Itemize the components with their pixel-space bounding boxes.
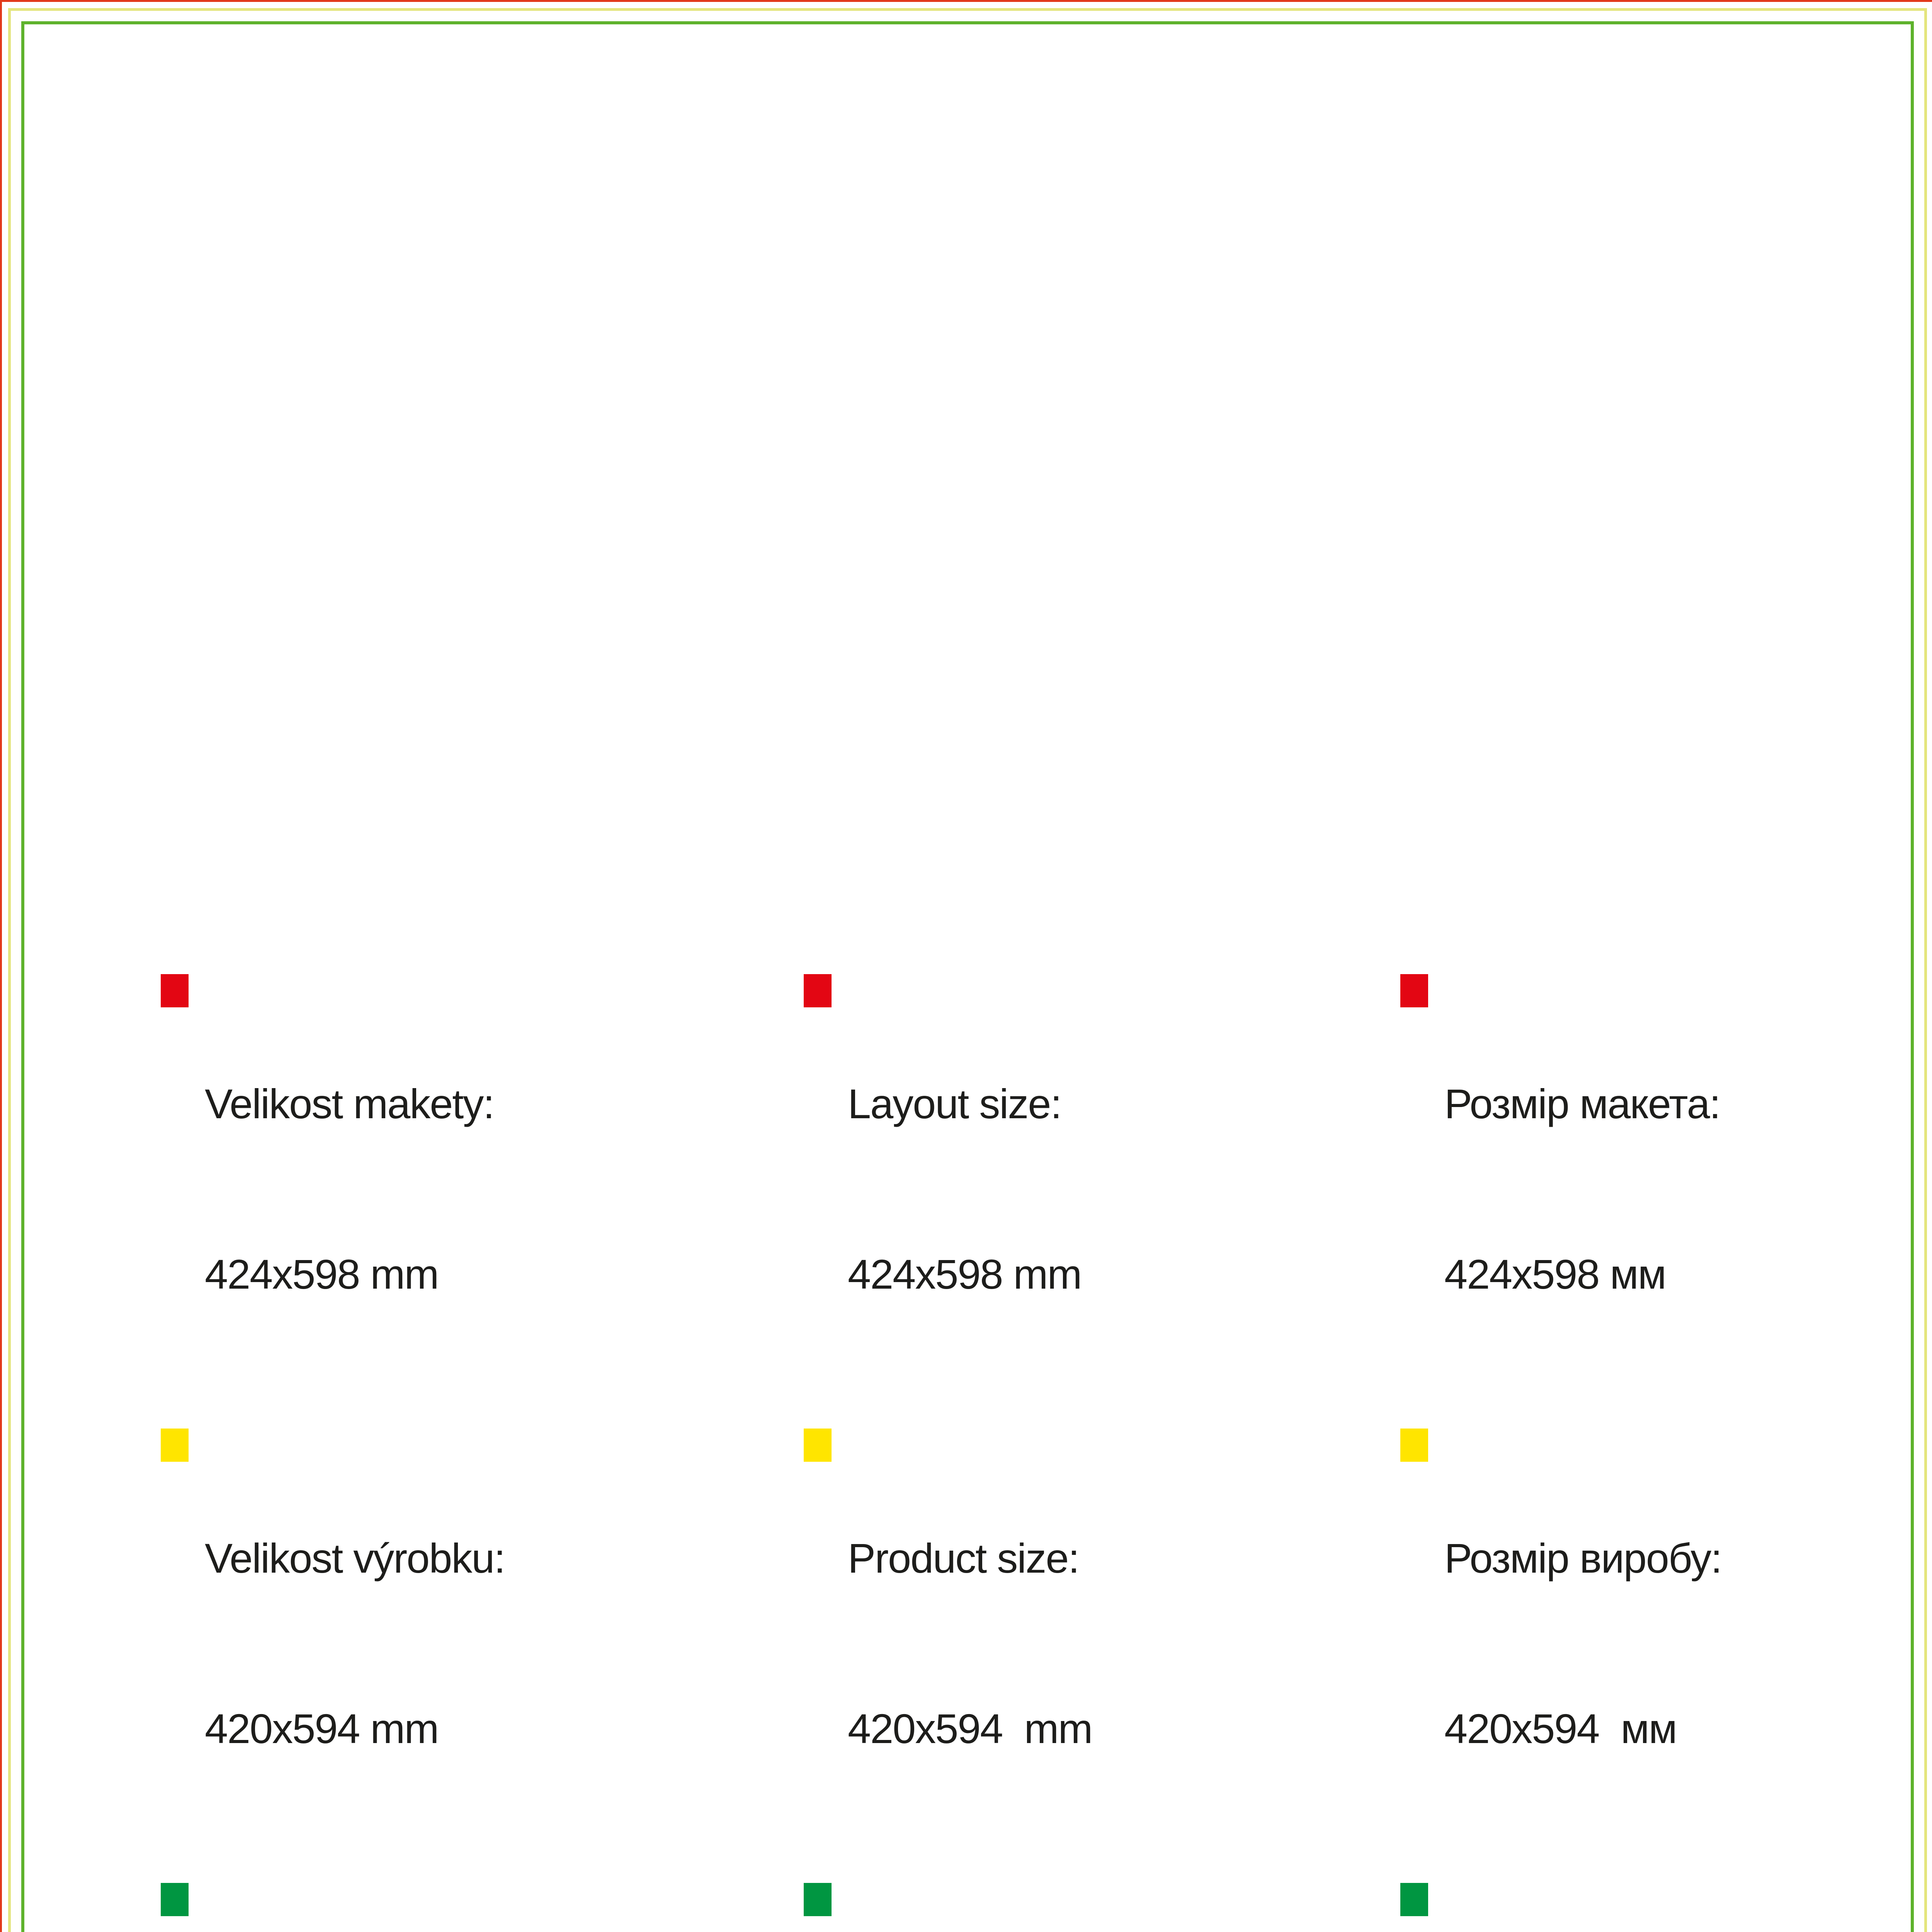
legend-item-text: Layout size: 424x598 mm (848, 962, 1082, 1416)
legend-item-product-size: Розмір виробу: 420x594 мм (1400, 1416, 1722, 1871)
legend-label: Layout size: (848, 1080, 1062, 1127)
security-zone-swatch (161, 1883, 189, 1916)
legend-item-text: Security zone: 414x588 mm (416x590) (848, 1871, 1101, 1932)
legend-item-layout-size: Velikost makety: 424x598 mm (161, 962, 558, 1416)
legend-item-text: Velikost výrobku: 420x594 mm (205, 1416, 505, 1871)
product-size-swatch (1400, 1429, 1428, 1462)
layout-size-swatch (1400, 974, 1428, 1007)
legend-item-layout-size: Розмір макета: 424x598 мм (1400, 962, 1721, 1416)
legend-label: Velikost makety: (205, 1080, 495, 1127)
legend-item-text: Зона безпеки: 414x588 мм (416x590) (1444, 1871, 1704, 1932)
legend-item-text: Розмір виробу: 420x594 мм (1444, 1416, 1722, 1871)
legend-size-value: 420x594 mm (848, 1705, 1093, 1752)
legend-item-security-zone: Bezpečnostní zóna: 414x588 mm (416x590) (161, 1871, 558, 1932)
legend-item-text: Розмір макета: 424x598 мм (1444, 962, 1721, 1416)
product-size-swatch (161, 1429, 189, 1462)
legend-size-value: 424x598 mm (205, 1251, 439, 1298)
legend-size-value: 420x594 mm (205, 1705, 439, 1752)
legend-size-value: 424x598 мм (1444, 1251, 1667, 1298)
security-zone-swatch (1400, 1883, 1428, 1916)
legend-item-security-zone: Зона безпеки: 414x588 мм (416x590) (1400, 1871, 1721, 1932)
legend-item-security-zone: Security zone: 414x588 mm (416x590) (804, 1871, 1101, 1932)
legend-item-text: Product size: 420x594 mm (848, 1416, 1093, 1871)
legend-column-czech: Velikost makety: 424x598 mm Velikost výr… (161, 962, 558, 1932)
legend-label: Velikost výrobku: (205, 1535, 505, 1582)
layout-size-swatch (161, 974, 189, 1007)
layout-size-swatch (804, 974, 832, 1007)
legend-item-layout-size: Layout size: 424x598 mm (804, 962, 1101, 1416)
security-zone-swatch (804, 1883, 832, 1916)
legend-column-english: Layout size: 424x598 mm Product size: 42… (804, 962, 1101, 1932)
legend-size-value: 424x598 mm (848, 1251, 1082, 1298)
legend-column-ukrainian: Розмір макета: 424x598 мм Розмір виробу:… (1400, 962, 1722, 1932)
legend-item-text: Velikost makety: 424x598 mm (205, 962, 495, 1416)
legend-item-product-size: Product size: 420x594 mm (804, 1416, 1101, 1871)
legend-item-product-size: Velikost výrobku: 420x594 mm (161, 1416, 558, 1871)
legend-label: Розмір макета: (1444, 1080, 1721, 1127)
legend-size-value: 420x594 мм (1444, 1705, 1677, 1752)
legend-label: Розмір виробу: (1444, 1535, 1722, 1582)
legend-label: Product size: (848, 1535, 1080, 1582)
product-size-swatch (804, 1429, 832, 1462)
legend-item-text: Bezpečnostní zóna: 414x588 mm (416x590) (205, 1871, 558, 1932)
